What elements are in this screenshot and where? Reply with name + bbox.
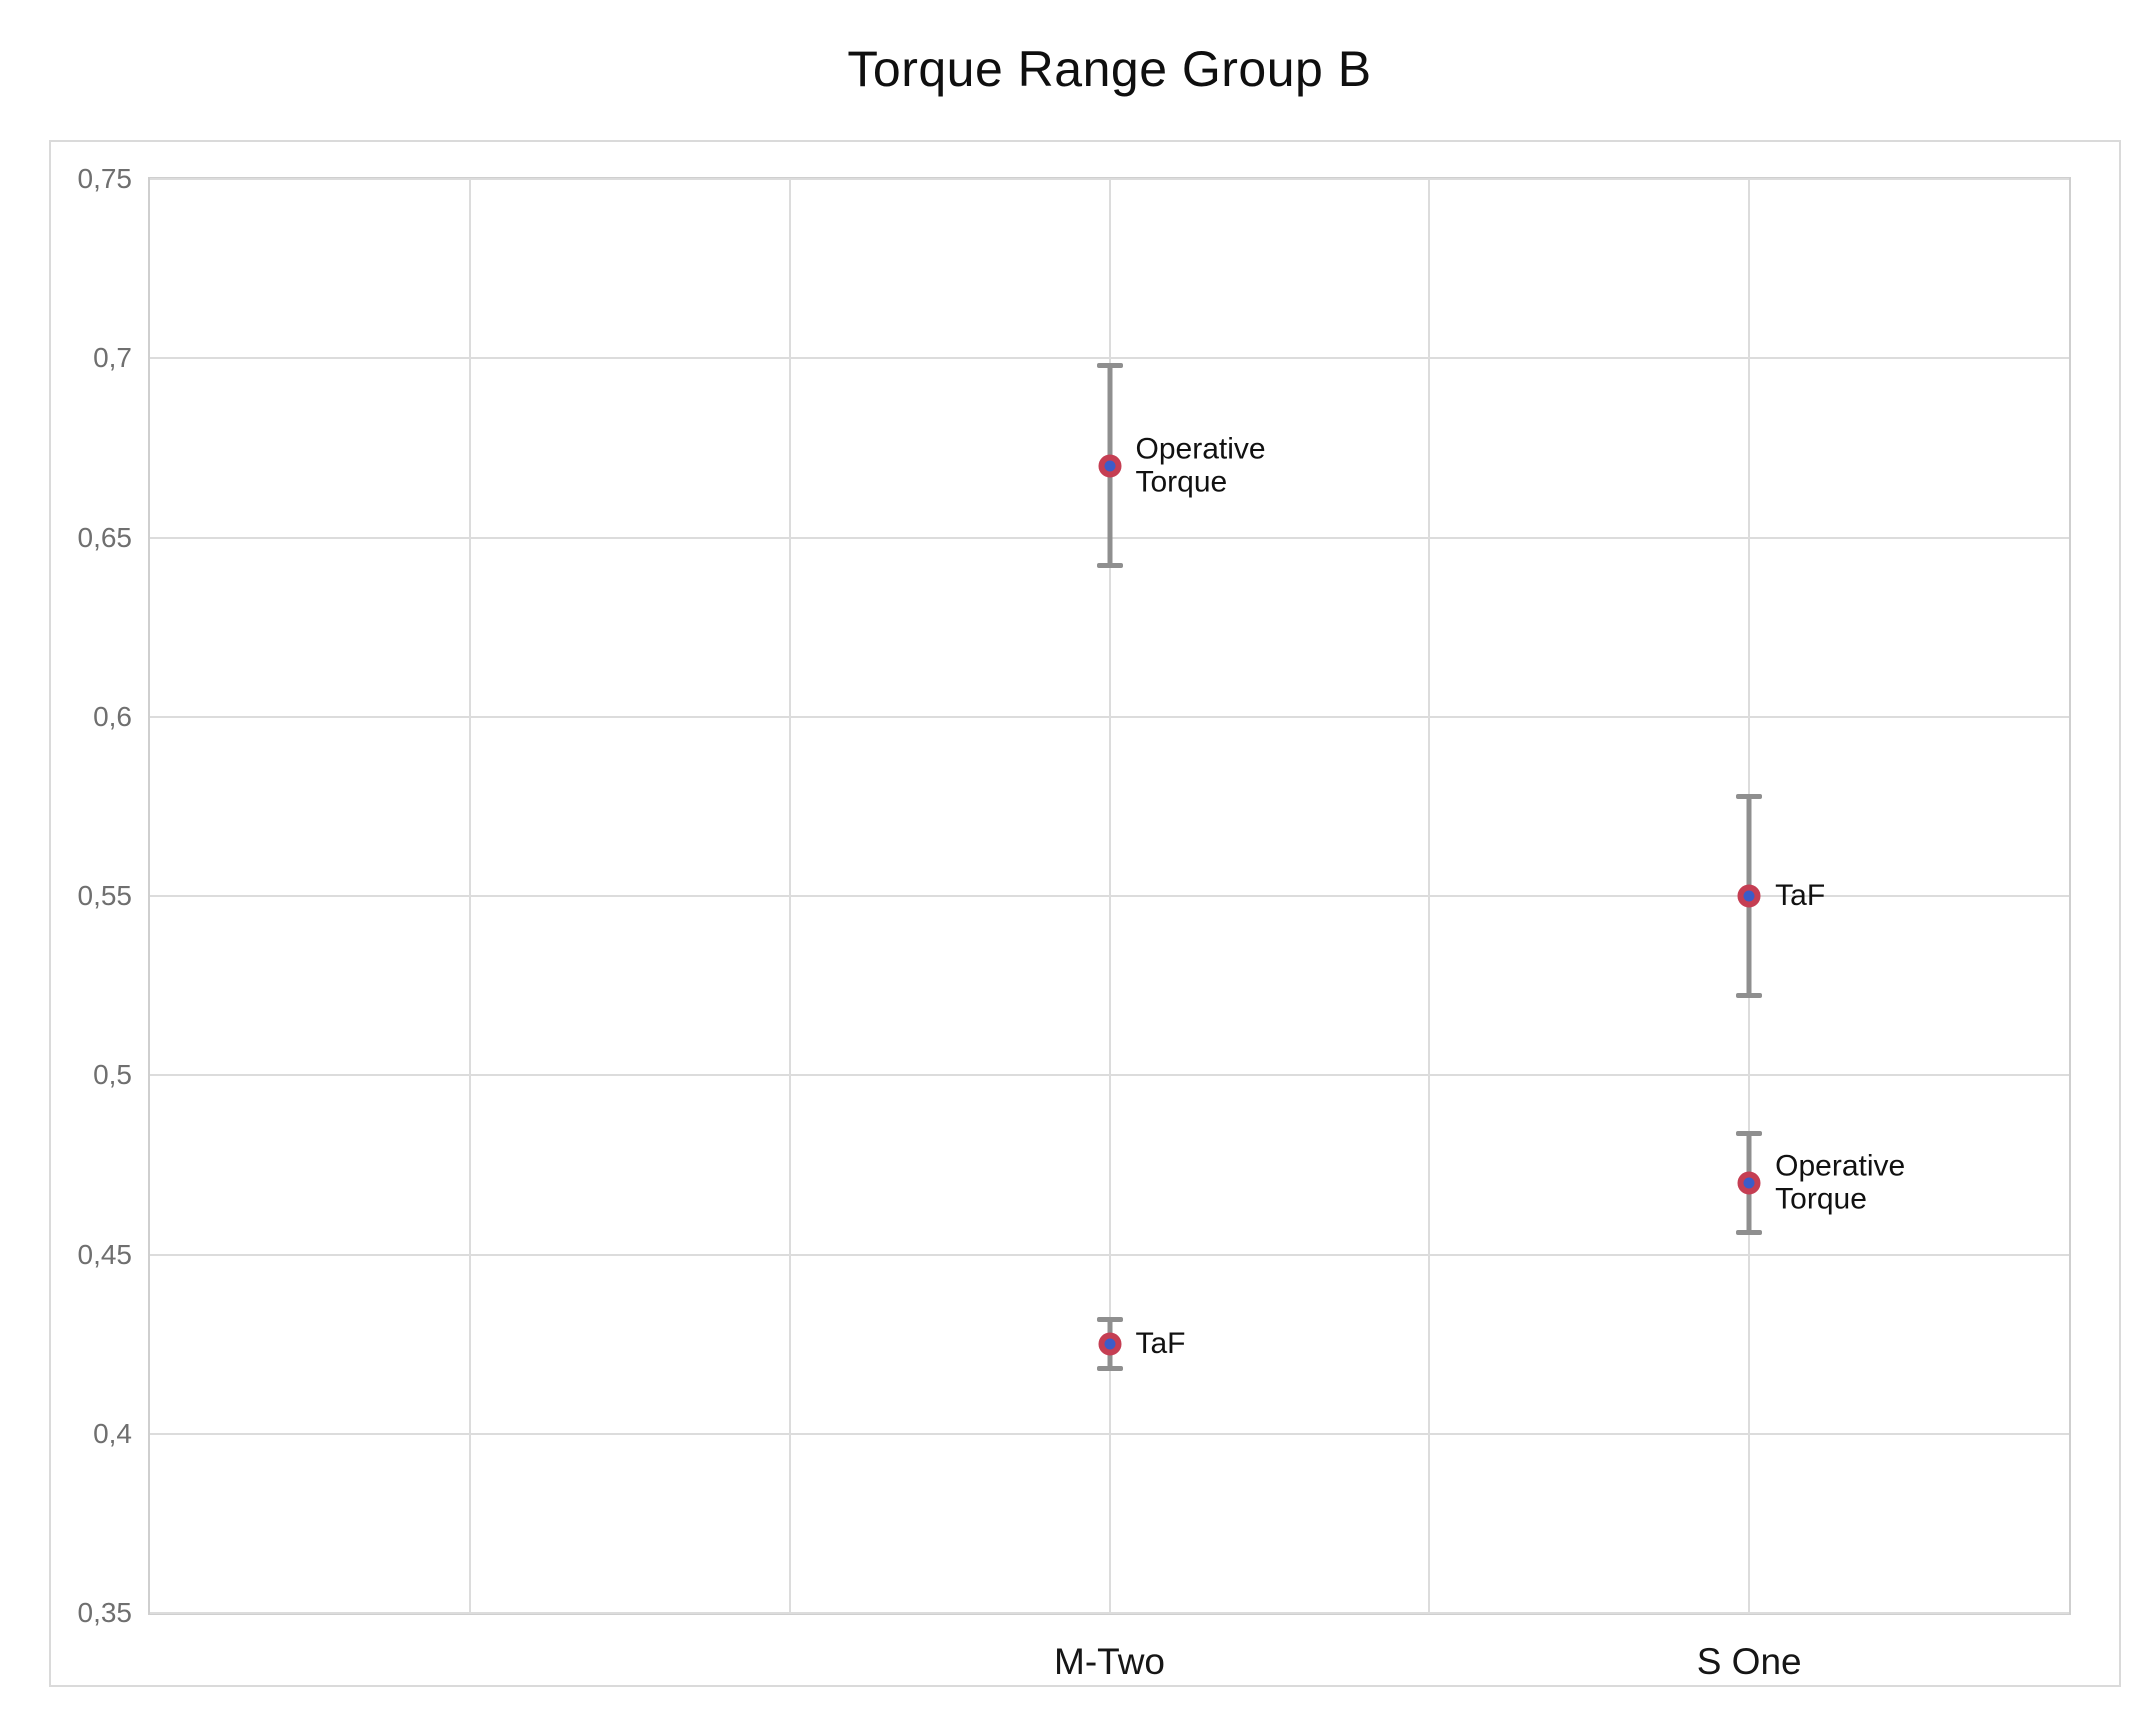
y-axis-tick-label: 0,4 xyxy=(93,1417,132,1449)
error-bar-cap xyxy=(1096,563,1123,569)
x-gridline xyxy=(788,179,791,1613)
plot-area: 0,75 0,7 0,65 0,6 0,55 0,5 0,45 0,4 0,35 M-Two S O… xyxy=(78,163,2071,1682)
error-bar-cap xyxy=(1736,1130,1763,1136)
error-bar-cap xyxy=(1096,1317,1123,1323)
x-gridline xyxy=(1108,179,1111,1613)
error-bar-cap xyxy=(1736,993,1763,999)
y-gridline xyxy=(150,1612,2069,1614)
y-axis-tick-label: 0,35 xyxy=(77,1597,133,1628)
data-point-marker[interactable] xyxy=(1737,884,1761,908)
y-axis-tick-label: 0,7 xyxy=(93,342,132,374)
data-point-label: TaF xyxy=(1135,1327,1186,1361)
error-bar-cap xyxy=(1096,363,1123,369)
error-bar-cap xyxy=(1736,793,1763,799)
x-axis-category-label: M-Two xyxy=(1054,1641,1165,1682)
x-axis-category-label: S One xyxy=(1696,1641,1802,1682)
error-bar-cap xyxy=(1096,1366,1123,1372)
y-axis-tick-label: 0,75 xyxy=(77,163,133,194)
data-point-marker[interactable] xyxy=(1098,454,1121,478)
y-axis-tick-label: 0,6 xyxy=(93,700,132,732)
x-gridline xyxy=(468,179,471,1613)
y-axis-tick-label: 0,45 xyxy=(77,1238,133,1270)
y-axis-tick-label: 0,5 xyxy=(93,1059,132,1091)
data-point-label: TaF xyxy=(1775,879,1826,913)
data-point-label: Operative Torque xyxy=(1135,432,1266,499)
y-axis-tick-label: 0,55 xyxy=(77,880,133,911)
data-point-marker[interactable] xyxy=(1737,1171,1761,1195)
data-point-marker[interactable] xyxy=(1098,1332,1121,1356)
y-axis-tick-label: 0,65 xyxy=(77,521,133,553)
error-bar-cap xyxy=(1736,1229,1763,1235)
data-point-label: Operative Torque xyxy=(1775,1149,1906,1216)
chart-title: Torque Range Group B xyxy=(847,41,1372,97)
x-gridline xyxy=(1428,179,1431,1613)
